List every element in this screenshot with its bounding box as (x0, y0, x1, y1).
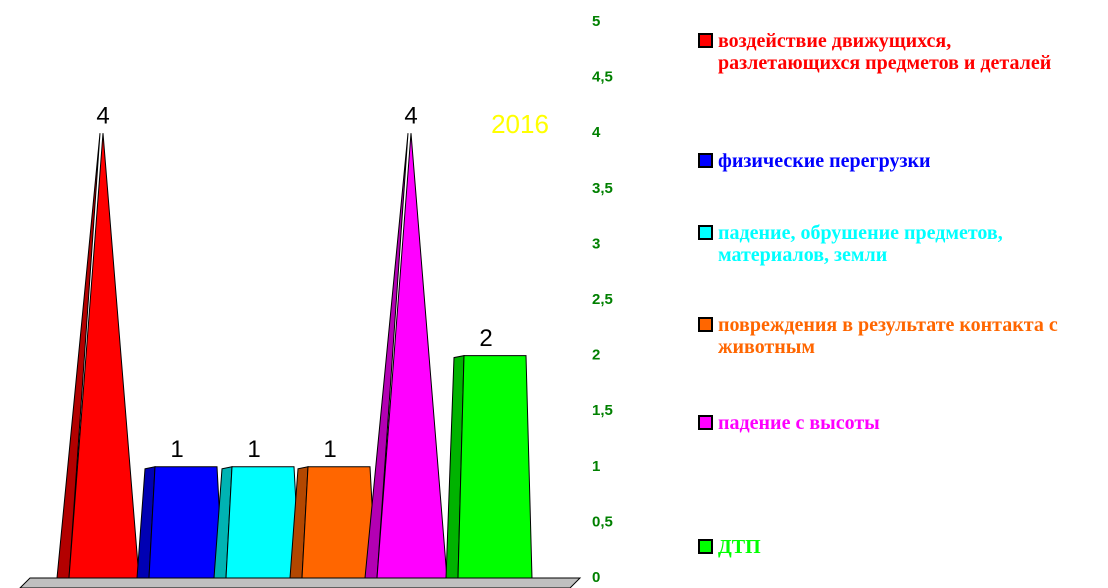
data-label: 1 (170, 436, 183, 463)
y-tick-label: 1,5 (592, 402, 613, 419)
bar (301, 466, 377, 579)
legend-entry: физические перегрузки (698, 150, 1098, 172)
y-tick-label: 0 (592, 569, 600, 586)
bar (225, 466, 301, 579)
y-tick-label: 4,5 (592, 69, 613, 86)
y-tick-label: 2,5 (592, 291, 613, 308)
legend-swatch (698, 415, 713, 430)
legend-swatch (698, 225, 713, 240)
legend-label: падение с высоты (718, 412, 880, 434)
bar-side (364, 133, 409, 579)
bar (457, 355, 533, 579)
bar (68, 133, 140, 579)
legend-entry: повреждения в результате контакта с живо… (698, 314, 1098, 358)
data-label: 4 (96, 103, 109, 130)
legend-entry: воздействие движущихся, разлетающихся пр… (698, 30, 1098, 74)
legend-entry: падение с высоты (698, 412, 1098, 434)
legend-entry: ДТП (698, 536, 1098, 558)
data-label: 2 (479, 325, 492, 352)
legend-entry: падение, обрушение предметов, материалов… (698, 222, 1098, 266)
y-tick-label: 0,5 (592, 513, 613, 530)
bar (376, 133, 448, 579)
legend-label: ДТП (718, 536, 761, 558)
legend-swatch (698, 33, 713, 48)
y-tick-label: 2 (592, 347, 600, 364)
data-label: 1 (323, 436, 336, 463)
bar (148, 466, 224, 579)
legend-swatch (698, 153, 713, 168)
legend-swatch (698, 539, 713, 554)
legend-swatch (698, 317, 713, 332)
legend-label: воздействие движущихся, разлетающихся пр… (718, 30, 1052, 74)
y-tick-label: 3 (592, 235, 600, 252)
y-tick-label: 4 (592, 124, 601, 141)
chart-title: 2016 (491, 109, 549, 139)
y-tick-label: 1 (592, 458, 600, 475)
data-label: 4 (404, 103, 417, 130)
legend-label: падение, обрушение предметов, материалов… (718, 222, 1003, 266)
bar-side (56, 133, 101, 579)
y-tick-label: 3,5 (592, 180, 613, 197)
y-tick-label: 5 (592, 13, 600, 30)
data-label: 1 (247, 436, 260, 463)
legend-label: физические перегрузки (718, 150, 931, 172)
floor (19, 577, 582, 588)
legend-label: повреждения в результате контакта с живо… (718, 314, 1058, 358)
